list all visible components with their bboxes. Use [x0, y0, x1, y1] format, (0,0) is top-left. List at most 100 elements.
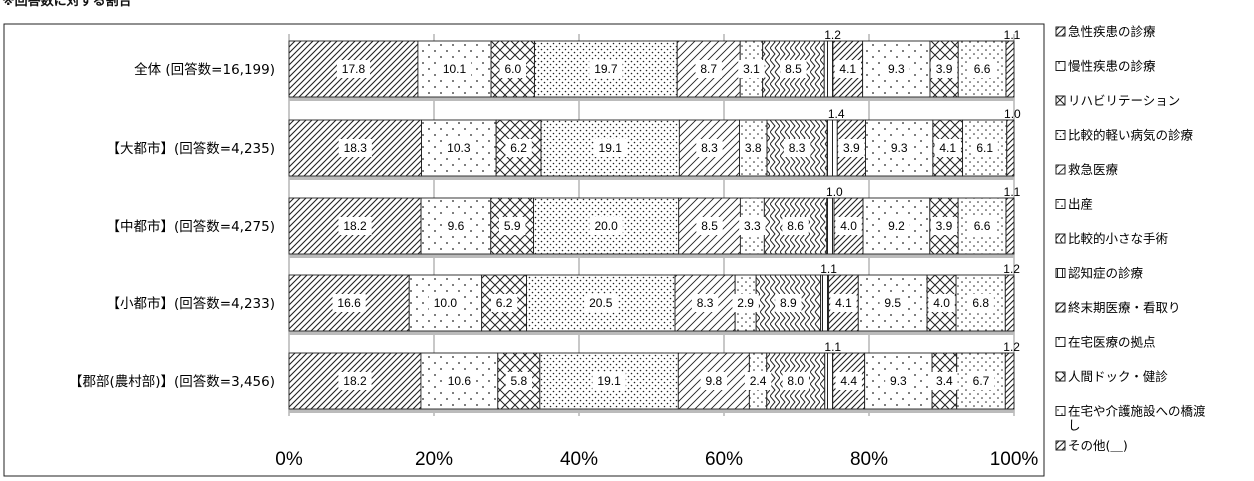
data-label: 17.8: [342, 62, 366, 76]
data-label: 6.6: [974, 62, 991, 76]
data-label: 10.6: [448, 374, 472, 388]
data-label: 8.5: [785, 62, 802, 76]
data-label: 6.2: [510, 141, 527, 155]
legend-label: 在宅や介護施設への橋渡し: [1068, 404, 1206, 433]
data-label-bg: [332, 294, 366, 312]
data-label: 6.6: [974, 219, 991, 233]
legend-label: 比較的軽い病気の診療: [1068, 128, 1194, 143]
data-label: 18.2: [343, 374, 367, 388]
data-label-bg: [744, 372, 772, 390]
legend-label: 終末期医療・看取り: [1068, 300, 1181, 315]
data-label-bg: [589, 60, 623, 78]
data-label-bg: [780, 60, 807, 78]
data-label: 19.7: [594, 62, 618, 76]
data-label: 19.1: [599, 141, 623, 155]
data-label-bg: [338, 139, 372, 157]
bar-segment: [534, 40, 678, 98]
legend-swatch: [1055, 268, 1066, 278]
bar-segment: [420, 352, 499, 410]
data-label-bg: [437, 60, 472, 78]
legend-label: リハビリテーション: [1068, 93, 1180, 108]
x-tick-label: 20%: [415, 449, 453, 470]
x-tick-label: 40%: [560, 449, 598, 470]
data-label: 18.2: [343, 219, 367, 233]
data-label-bg: [336, 60, 371, 78]
chart-title: ※回答数に対する割合: [2, 0, 132, 9]
bar-shadow: [289, 409, 1014, 413]
data-label-bg: [738, 60, 765, 78]
data-label: 1.1: [820, 262, 837, 276]
data-label: 3.4: [936, 374, 953, 388]
data-label: 1.4: [828, 107, 845, 121]
data-label: 8.0: [787, 374, 804, 388]
x-tick-label: 80%: [850, 449, 888, 470]
data-label: 19.1: [597, 374, 621, 388]
legend-swatch: [1055, 95, 1066, 106]
data-label: 1.2: [1003, 262, 1020, 276]
data-label-bg: [835, 217, 862, 235]
data-label-bg: [883, 217, 910, 235]
data-label-bg: [968, 217, 996, 235]
category-label: 【小都市】(回答数=4,233): [107, 295, 276, 312]
legend-swatch: [1055, 199, 1066, 209]
data-label-bg: [838, 139, 865, 157]
data-label: 4.1: [939, 141, 956, 155]
data-label-bg: [782, 217, 809, 235]
data-label-bg: [732, 294, 759, 312]
legend-swatch: [1055, 337, 1066, 347]
data-label: 9.5: [884, 296, 901, 310]
data-label: 16.6: [337, 296, 361, 310]
data-label-bg: [971, 139, 998, 157]
data-label: 10.0: [434, 296, 458, 310]
data-label: 8.9: [780, 296, 797, 310]
data-label-bg: [834, 60, 861, 78]
data-label: 6.8: [972, 296, 989, 310]
data-label-bg: [338, 217, 372, 235]
data-label-bg: [584, 294, 618, 312]
data-label: 5.9: [504, 219, 521, 233]
bar-segment: [1004, 352, 1015, 410]
bar-segment: [823, 40, 834, 98]
data-label: 3.9: [936, 62, 953, 76]
category-label: 【大都市】(回答数=4,235): [107, 140, 276, 157]
data-label: 10.1: [443, 62, 467, 76]
legend-swatch: [1055, 61, 1066, 71]
data-label-bg: [442, 372, 476, 390]
bar-shadow: [289, 176, 1014, 180]
data-label: 9.6: [448, 219, 465, 233]
data-label: 8.3: [789, 141, 806, 155]
legend-swatch: [1055, 440, 1066, 451]
legend-label: 人間ドック・健診: [1068, 369, 1168, 384]
data-label: 20.5: [589, 296, 613, 310]
data-label: 8.3: [697, 296, 714, 310]
data-label: 6.1: [976, 141, 993, 155]
legend-label: 出産: [1068, 197, 1093, 212]
data-label-bg: [696, 217, 723, 235]
data-label: 8.3: [701, 141, 718, 155]
data-label: 2.4: [750, 374, 767, 388]
bar-segment: [824, 352, 834, 410]
data-label-bg: [967, 294, 994, 312]
data-label-bg: [740, 139, 767, 157]
data-label: 3.3: [744, 219, 761, 233]
category-label: 全体 (回答数=16,199): [134, 61, 275, 78]
data-label-bg: [835, 372, 862, 390]
legend-swatch: [1055, 233, 1066, 244]
data-label-bg: [696, 139, 723, 157]
data-label-bg: [505, 372, 533, 390]
legend-swatch: [1055, 406, 1066, 416]
data-label-bg: [830, 294, 857, 312]
data-label-bg: [885, 372, 912, 390]
data-label: 1.0: [1004, 107, 1021, 121]
bar-segment: [1005, 197, 1015, 255]
data-label: 4.0: [840, 219, 857, 233]
data-label-bg: [934, 139, 961, 157]
data-label: 18.3: [344, 141, 368, 155]
data-label: 4.4: [840, 374, 857, 388]
data-label: 3.1: [743, 62, 760, 76]
legend-label: 比較的小さな手術: [1068, 231, 1168, 246]
legend-label: 在宅医療の拠点: [1068, 335, 1156, 350]
data-label: 6.7: [973, 374, 990, 388]
data-label: 8.6: [787, 219, 804, 233]
bar-shadow: [289, 254, 1014, 258]
